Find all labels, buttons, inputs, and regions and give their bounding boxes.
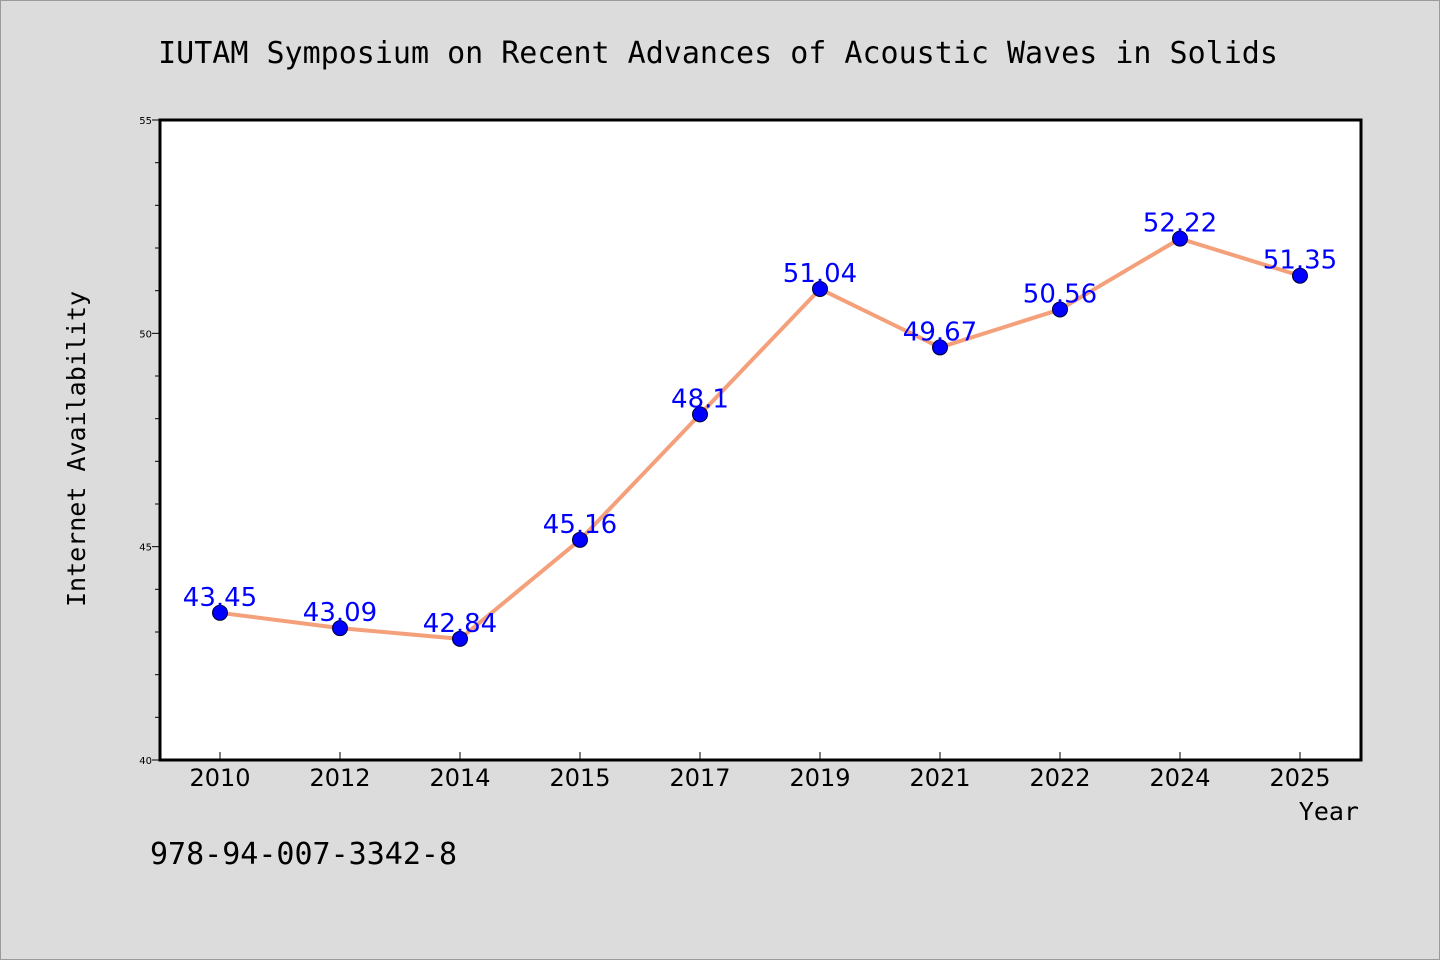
series-layer — [218, 236, 1302, 641]
x-tick-label: 2010 — [189, 764, 250, 792]
x-tick-label: 2024 — [1149, 764, 1210, 792]
series-line — [218, 236, 1302, 641]
plot-border — [158, 118, 1363, 762]
data-point — [1052, 301, 1068, 318]
data-point — [1292, 267, 1308, 284]
x-tick-label: 2021 — [909, 764, 970, 792]
data-label: 42.84 — [423, 609, 497, 639]
y-tick-label: 55 — [139, 116, 152, 127]
data-label: 50.56 — [1023, 279, 1097, 309]
x-tick-label: 2012 — [309, 764, 370, 792]
data-label: 51.04 — [783, 259, 857, 289]
x-tick-label: 2019 — [789, 764, 850, 792]
y-tick-label: 45 — [139, 543, 152, 554]
data-label: 48.1 — [671, 384, 729, 414]
chart-title: IUTAM Symposium on Recent Advances of Ac… — [158, 36, 1278, 71]
y-tick-label: 40 — [139, 756, 152, 767]
y-tick-labels: 40 45 50 55 — [139, 116, 152, 767]
y-tick-label: 50 — [139, 329, 152, 340]
marker-layer — [212, 230, 1308, 647]
data-point — [332, 620, 348, 637]
x-tick-label: 2014 — [429, 764, 490, 792]
data-label: 49.67 — [903, 317, 977, 347]
y-axis-label: Internet Availability — [62, 291, 91, 607]
plot-area — [160, 120, 1361, 760]
data-point — [572, 531, 588, 548]
x-axis-label: Year — [1299, 797, 1359, 826]
isbn-text: 978-94-007-3342-8 — [150, 837, 457, 872]
data-label-layer: 43.45 43.09 42.84 45.16 48.1 51.04 49.67 50.56 5… — [183, 209, 1337, 639]
data-label: 52.22 — [1143, 209, 1217, 239]
data-label: 51.35 — [1263, 246, 1337, 276]
data-point — [212, 604, 228, 621]
data-point — [692, 406, 708, 423]
data-point — [452, 630, 468, 647]
x-tick-label: 2017 — [669, 764, 730, 792]
x-tick-label: 2022 — [1029, 764, 1090, 792]
data-label: 45.16 — [543, 510, 617, 540]
x-tick-label: 2025 — [1269, 764, 1330, 792]
data-label: 43.45 — [183, 583, 257, 613]
x-tick-label: 2015 — [549, 764, 610, 792]
data-label: 43.09 — [303, 598, 377, 628]
data-point — [812, 280, 828, 297]
data-point — [1172, 230, 1188, 247]
x-tick-labels: 2010 2012 2014 2015 2017 2019 2021 2022 2024 2025 — [189, 764, 1330, 792]
data-point — [932, 339, 948, 356]
